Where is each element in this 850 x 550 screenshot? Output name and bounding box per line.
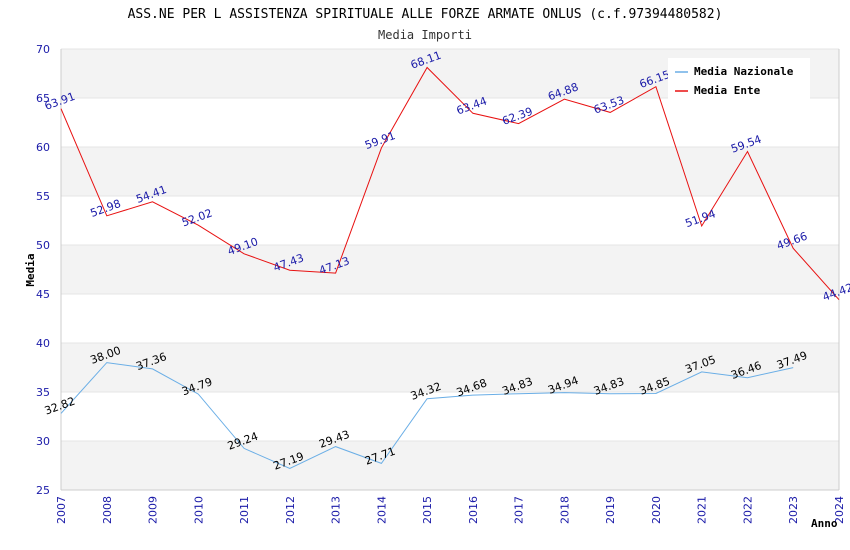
- y-tick-35: 35: [36, 386, 50, 399]
- y-axis-label: Media: [24, 253, 37, 286]
- x-tick-2021: 2021: [696, 496, 709, 524]
- y-tick-70: 70: [36, 43, 50, 56]
- data-label-ente-2017: 62.39: [500, 105, 534, 128]
- axes: [60, 49, 840, 491]
- x-tick-2011: 2011: [238, 496, 251, 524]
- x-tick-2007: 2007: [55, 496, 68, 524]
- series-lines: [60, 66, 840, 470]
- x-tick-2017: 2017: [513, 496, 526, 524]
- gridlines: [61, 48, 839, 491]
- data-label-ente-2008: 52.98: [89, 197, 123, 220]
- plot-bands: [61, 49, 839, 490]
- legend-label-ente: Media Ente: [694, 84, 761, 97]
- band-55: [61, 147, 839, 196]
- x-tick-2015: 2015: [421, 496, 434, 524]
- series-line-nazionale: [60, 362, 794, 470]
- y-tick-55: 55: [36, 190, 50, 203]
- x-tick-labels: 2007 2008 2009 2010 2011 2012 2013 2014 2015 2016…: [55, 496, 846, 524]
- legend: Media Nazionale Media Ente: [668, 58, 810, 100]
- x-tick-2013: 2013: [330, 496, 343, 524]
- data-label-ente-2021: 51.94: [683, 207, 717, 230]
- x-tick-2010: 2010: [192, 496, 205, 524]
- x-tick-2016: 2016: [467, 496, 480, 524]
- band-35: [61, 343, 839, 392]
- y-tick-60: 60: [36, 141, 50, 154]
- y-tick-50: 50: [36, 239, 50, 252]
- band-45: [61, 245, 839, 294]
- x-tick-2023: 2023: [787, 496, 800, 524]
- x-tick-2019: 2019: [604, 496, 617, 524]
- x-tick-2024: 2024: [833, 496, 846, 524]
- legend-label-nazionale: Media Nazionale: [694, 65, 794, 78]
- band-25: [61, 441, 839, 490]
- y-tick-labels: 25 30 35 40 45 50 55 60 65 70: [36, 43, 50, 497]
- x-axis-label: Anno: [811, 517, 838, 530]
- y-tick-65: 65: [36, 92, 50, 105]
- x-tick-2008: 2008: [101, 496, 114, 524]
- y-tick-45: 45: [36, 288, 50, 301]
- x-tick-2012: 2012: [284, 496, 297, 524]
- x-tick-2018: 2018: [558, 496, 571, 524]
- data-label-ente-2010: 52.02: [180, 206, 214, 229]
- x-tick-2020: 2020: [650, 496, 663, 524]
- y-tick-25: 25: [36, 484, 50, 497]
- y-tick-30: 30: [36, 435, 50, 448]
- legend-box: [668, 58, 810, 100]
- x-tick-2022: 2022: [741, 496, 754, 524]
- x-tick-2014: 2014: [375, 496, 388, 524]
- chart-subtitle: Media Importi: [378, 28, 472, 42]
- y-tick-40: 40: [36, 337, 50, 350]
- x-tick-2009: 2009: [147, 496, 160, 524]
- series-line-ente: [60, 66, 840, 301]
- chart-title: ASS.NE PER L ASSISTENZA SPIRITUALE ALLE …: [128, 7, 723, 22]
